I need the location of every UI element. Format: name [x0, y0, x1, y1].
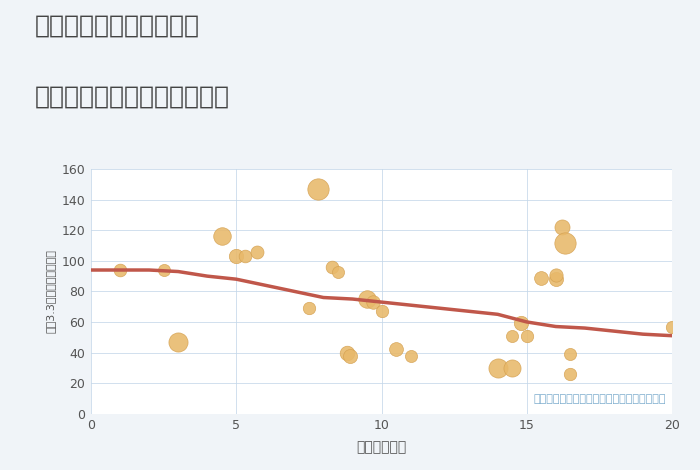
Point	[158, 266, 169, 274]
Point	[303, 305, 314, 312]
Text: 円の大きさは、取引のあった物件面積を示す: 円の大きさは、取引のあった物件面積を示す	[533, 394, 666, 404]
Point	[332, 268, 344, 275]
Y-axis label: 坪（3.3㎡）単価（万円）: 坪（3.3㎡）単価（万円）	[46, 250, 56, 333]
Point	[556, 223, 567, 231]
Point	[565, 350, 576, 358]
Point	[666, 323, 678, 330]
Point	[521, 332, 532, 339]
Text: 奈良県奈良市大森西町の: 奈良県奈良市大森西町の	[35, 14, 200, 38]
Point	[344, 352, 355, 359]
Point	[507, 364, 518, 371]
Point	[507, 332, 518, 339]
Point	[536, 274, 547, 282]
Point	[172, 338, 183, 345]
Point	[376, 307, 387, 315]
X-axis label: 駅距離（分）: 駅距離（分）	[356, 440, 407, 454]
Point	[492, 364, 503, 371]
Point	[391, 346, 402, 353]
Point	[550, 271, 561, 278]
Point	[231, 252, 242, 260]
Point	[114, 266, 126, 274]
Point	[216, 233, 228, 240]
Point	[326, 263, 337, 271]
Point	[251, 248, 262, 255]
Point	[239, 252, 251, 260]
Point	[341, 349, 352, 356]
Point	[550, 275, 561, 283]
Point	[368, 298, 379, 306]
Point	[565, 370, 576, 378]
Point	[559, 239, 570, 246]
Point	[361, 295, 372, 303]
Point	[405, 352, 416, 359]
Point	[515, 320, 526, 327]
Text: 駅距離別中古マンション価格: 駅距離別中古マンション価格	[35, 85, 230, 109]
Point	[312, 185, 323, 193]
